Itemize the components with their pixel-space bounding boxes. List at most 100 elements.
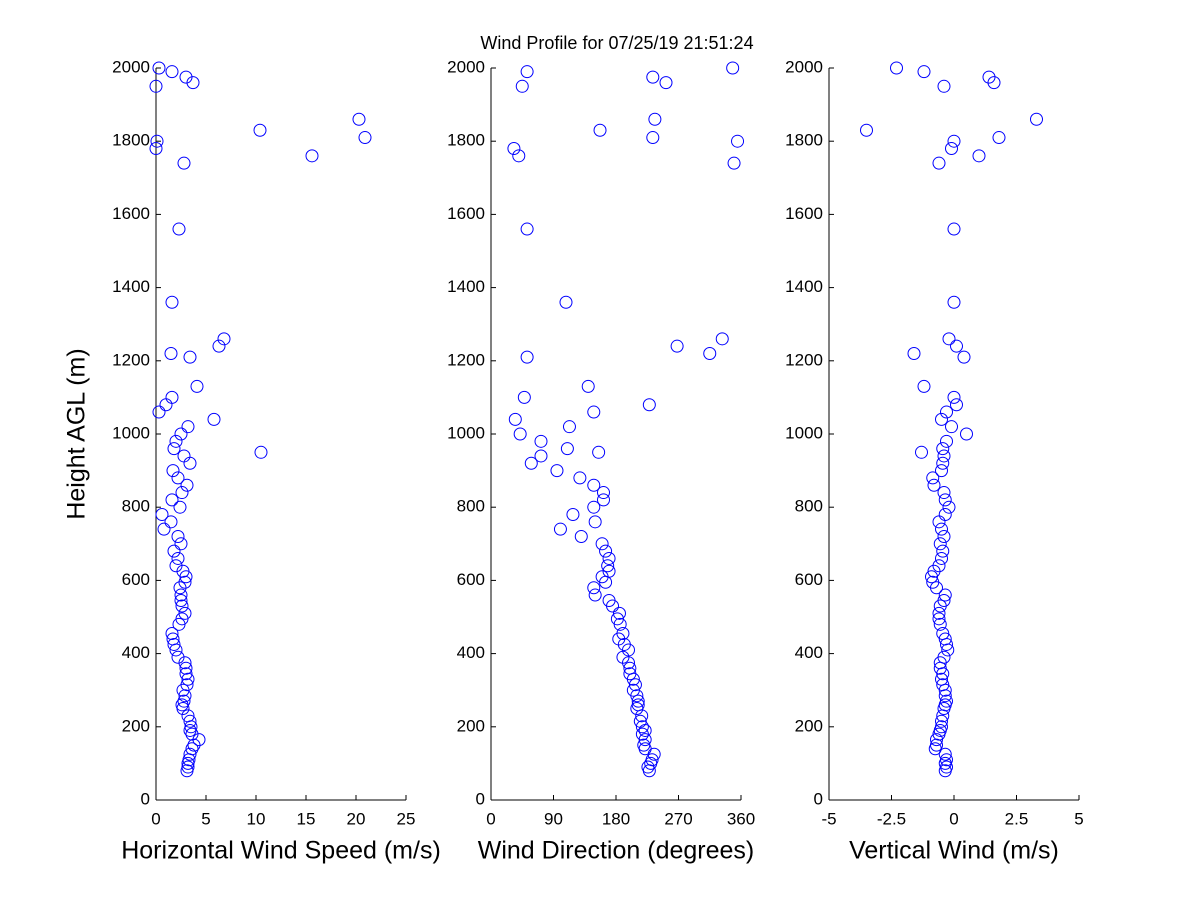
point <box>588 515 602 529</box>
point <box>183 456 197 470</box>
point <box>945 142 958 156</box>
point <box>574 529 588 543</box>
point <box>935 720 948 734</box>
point <box>936 678 950 692</box>
point <box>937 486 951 500</box>
x-tick-label: 5 <box>201 809 210 828</box>
point <box>183 747 197 761</box>
y-tick-label: 200 <box>457 716 485 735</box>
point <box>534 434 548 448</box>
point <box>932 559 946 573</box>
point <box>171 551 185 565</box>
point <box>925 570 938 584</box>
point <box>169 434 183 448</box>
point <box>641 760 655 774</box>
point <box>165 626 179 640</box>
point <box>648 112 662 126</box>
point <box>917 379 931 393</box>
point <box>592 445 606 459</box>
point <box>181 709 195 723</box>
x-tick-label: 0 <box>486 809 495 828</box>
point <box>165 65 179 79</box>
point <box>703 346 717 360</box>
point <box>715 332 729 346</box>
point <box>178 689 192 703</box>
y-tick-label: 800 <box>795 497 823 516</box>
y-tick-label: 1600 <box>447 204 485 223</box>
point <box>152 405 166 419</box>
y-tick-label: 2000 <box>447 57 485 76</box>
point <box>179 70 193 84</box>
point <box>930 738 943 752</box>
point <box>945 420 958 434</box>
point <box>587 500 601 514</box>
y-axis-label: Height AGL (m) <box>63 348 91 519</box>
point <box>972 149 986 163</box>
point <box>940 434 953 448</box>
point <box>637 738 651 752</box>
y-tick-label: 1000 <box>112 423 150 442</box>
y-tick-label: 1000 <box>785 423 823 442</box>
point <box>982 70 996 84</box>
point <box>207 412 221 426</box>
point <box>631 698 645 712</box>
point <box>164 515 178 529</box>
point <box>917 65 931 79</box>
point <box>950 339 963 353</box>
point <box>166 632 180 646</box>
point <box>612 606 626 620</box>
point <box>174 427 188 441</box>
point <box>960 427 973 441</box>
x-tick-label: 15 <box>297 809 316 828</box>
point <box>512 149 526 163</box>
x-tick-label: 180 <box>602 809 630 828</box>
point <box>645 753 659 767</box>
point <box>915 445 928 459</box>
point <box>936 626 950 640</box>
y-tick-label: 1200 <box>112 350 150 369</box>
point <box>165 390 179 404</box>
y-tick-label: 400 <box>122 643 150 662</box>
point <box>633 714 647 728</box>
point <box>940 405 953 419</box>
point <box>940 694 953 708</box>
point <box>635 727 649 741</box>
point <box>932 612 946 626</box>
point <box>947 134 961 148</box>
point <box>597 486 610 500</box>
y-tick-label: 800 <box>122 497 150 516</box>
point <box>171 529 185 543</box>
point <box>165 295 179 309</box>
y-tick-label: 200 <box>122 716 150 735</box>
point <box>942 500 956 514</box>
point <box>599 544 613 558</box>
point <box>165 493 179 507</box>
point <box>947 295 961 309</box>
point <box>935 714 948 728</box>
x-axis-label: Horizontal Wind Speed (m/s) <box>121 837 441 865</box>
point <box>513 427 527 441</box>
point <box>559 295 573 309</box>
point <box>638 723 652 737</box>
point <box>181 420 195 434</box>
point <box>727 156 741 170</box>
point <box>628 678 642 692</box>
point <box>150 134 164 148</box>
point <box>938 764 952 778</box>
point <box>152 61 166 75</box>
point <box>174 588 188 602</box>
point <box>926 471 940 485</box>
point <box>940 760 953 774</box>
point <box>179 667 193 681</box>
y-tick-label: 0 <box>814 789 823 808</box>
x-tick-label: 5 <box>1074 809 1083 828</box>
point <box>932 156 946 170</box>
x-tick-label: 90 <box>544 809 563 828</box>
x-tick-label: 20 <box>347 809 366 828</box>
y-tick-label: 600 <box>122 570 150 589</box>
x-axis-label: Vertical Wind (m/s) <box>849 837 1059 865</box>
point <box>938 588 952 602</box>
point <box>167 544 181 558</box>
point <box>602 594 616 608</box>
point <box>181 760 195 774</box>
